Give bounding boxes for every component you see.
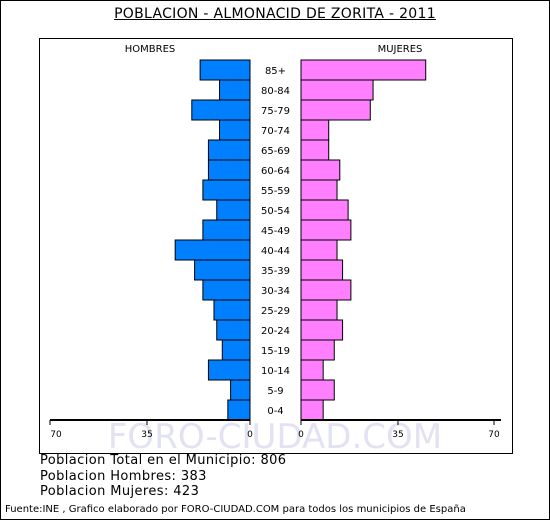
- bar-mujeres-40-44: [300, 239, 338, 261]
- bar-hombres-30-34: [202, 279, 251, 301]
- x-tick-label-left-0: 0: [247, 430, 253, 440]
- total-population: Poblacion Total en el Municipio: 806: [40, 453, 287, 468]
- bar-mujeres-75-79: [300, 99, 371, 121]
- bar-mujeres-55-59: [300, 179, 338, 201]
- age-label-30-34: 30-34: [261, 286, 290, 297]
- age-label-75-79: 75-79: [261, 106, 290, 117]
- bar-mujeres-20-24: [300, 319, 344, 341]
- male-population: Poblacion Hombres: 383: [40, 469, 207, 484]
- hombres-header: HOMBRES: [125, 44, 176, 55]
- x-tick-label-left-70: 70: [50, 430, 62, 440]
- plot-area: [39, 38, 513, 454]
- female-population: Poblacion Mujeres: 423: [40, 484, 200, 499]
- age-label-15-19: 15-19: [261, 346, 290, 357]
- watermark-text: FORO-CIUDAD.COM: [108, 417, 442, 457]
- age-label-55-59: 55-59: [261, 186, 290, 197]
- bar-mujeres-50-54: [300, 199, 349, 221]
- age-label-45-49: 45-49: [261, 226, 290, 237]
- bar-hombres-10-14: [207, 359, 251, 381]
- bar-mujeres-30-34: [300, 279, 352, 301]
- age-label-85+: 85+: [265, 66, 286, 77]
- bar-mujeres-15-19: [300, 339, 335, 361]
- bar-hombres-65-69: [207, 139, 251, 161]
- bar-hombres-25-29: [213, 299, 251, 321]
- bar-hombres-20-24: [216, 319, 251, 341]
- bar-hombres-75-79: [191, 99, 251, 121]
- bar-mujeres-85+: [300, 59, 427, 81]
- age-label-65-69: 65-69: [261, 146, 290, 157]
- bar-mujeres-10-14: [300, 359, 324, 381]
- bar-mujeres-5-9: [300, 379, 335, 401]
- age-label-25-29: 25-29: [261, 306, 290, 317]
- bar-mujeres-45-49: [300, 219, 352, 241]
- bar-mujeres-80-84: [300, 79, 374, 101]
- age-label-60-64: 60-64: [261, 166, 290, 177]
- age-label-10-14: 10-14: [261, 366, 290, 377]
- age-label-70-74: 70-74: [261, 126, 290, 137]
- x-tick-label-right-70: 70: [488, 430, 500, 440]
- x-tick-label-right-0: 0: [298, 430, 304, 440]
- bar-mujeres-60-64: [300, 159, 341, 181]
- age-label-80-84: 80-84: [261, 86, 290, 97]
- bar-mujeres-35-39: [300, 259, 344, 281]
- age-label-20-24: 20-24: [261, 326, 290, 337]
- bar-hombres-35-39: [194, 259, 251, 281]
- bar-mujeres-0-4: [300, 399, 324, 421]
- bar-mujeres-25-29: [300, 299, 338, 321]
- source-footer: Fuente:INE , Grafico elaborado por FORO-…: [5, 504, 466, 515]
- bar-hombres-15-19: [221, 339, 251, 361]
- x-tick-label-left-35: 35: [141, 430, 152, 440]
- x-tick-label-right-35: 35: [392, 430, 403, 440]
- age-label-5-9: 5-9: [267, 386, 283, 397]
- bar-hombres-55-59: [202, 179, 251, 201]
- chart-title: POBLACION - ALMONACID DE ZORITA - 2011: [114, 6, 436, 22]
- age-label-35-39: 35-39: [261, 266, 290, 277]
- age-label-0-4: 0-4: [267, 406, 283, 417]
- age-label-40-44: 40-44: [261, 246, 290, 257]
- bar-mujeres-65-69: [300, 139, 330, 161]
- bar-hombres-50-54: [216, 199, 251, 221]
- bar-hombres-85+: [199, 59, 251, 81]
- age-label-50-54: 50-54: [261, 206, 290, 217]
- bar-hombres-5-9: [230, 379, 251, 401]
- bar-hombres-45-49: [202, 219, 251, 241]
- bar-hombres-40-44: [174, 239, 251, 261]
- bar-hombres-70-74: [219, 119, 251, 141]
- bar-hombres-60-64: [207, 159, 251, 181]
- mujeres-header: MUJERES: [378, 44, 423, 55]
- bar-mujeres-70-74: [300, 119, 330, 141]
- bar-hombres-80-84: [219, 79, 251, 101]
- bar-hombres-0-4: [227, 399, 251, 421]
